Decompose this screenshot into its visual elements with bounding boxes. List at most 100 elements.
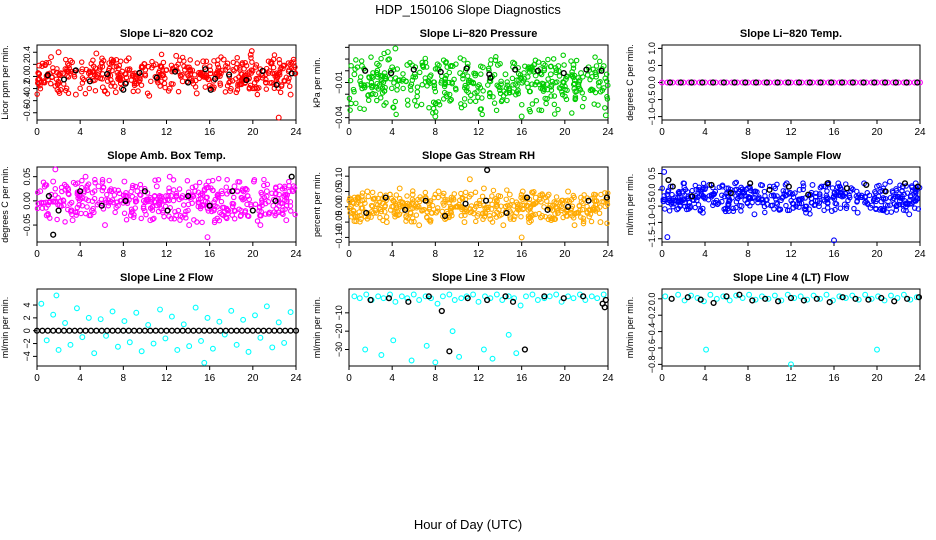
data-point	[700, 185, 706, 191]
data-point	[184, 178, 191, 184]
data-point	[281, 193, 287, 200]
data-point	[372, 195, 378, 202]
data-point	[593, 63, 600, 69]
data-point	[382, 209, 388, 215]
data-point	[890, 79, 897, 86]
data-point	[249, 59, 255, 65]
data-point-black	[172, 68, 179, 75]
data-point	[156, 194, 162, 201]
data-point	[411, 218, 417, 225]
data-point	[43, 60, 50, 66]
data-point	[874, 79, 880, 86]
x-tick-label: 12	[473, 373, 485, 384]
y-tick-label: 0.5	[647, 59, 657, 72]
data-point	[176, 186, 183, 192]
data-point	[109, 308, 116, 315]
data-point	[448, 203, 454, 210]
data-point	[536, 107, 542, 113]
data-point	[800, 186, 806, 193]
data-point	[548, 63, 554, 70]
data-point	[835, 192, 842, 199]
data-point	[160, 72, 167, 79]
data-point	[774, 193, 780, 199]
x-tick-label: 20	[559, 373, 571, 384]
data-point	[380, 79, 387, 86]
data-point	[275, 114, 282, 121]
y-tick-label: −0.2	[647, 306, 657, 324]
data-point	[63, 87, 69, 94]
data-point	[521, 195, 528, 201]
data-point-black	[668, 295, 675, 302]
data-point	[432, 88, 439, 95]
data-point	[747, 195, 754, 201]
data-point	[158, 51, 165, 58]
data-point	[207, 63, 213, 69]
data-point-black	[55, 207, 62, 214]
data-point	[394, 87, 400, 93]
data-point	[232, 208, 238, 214]
data-point	[269, 344, 276, 351]
data-point	[224, 83, 231, 89]
data-point	[796, 186, 803, 193]
data-point	[490, 187, 497, 194]
data-point	[365, 92, 372, 98]
data-point	[906, 211, 913, 218]
data-point	[664, 79, 671, 86]
data-point	[698, 191, 705, 198]
data-point	[181, 63, 187, 70]
data-point	[707, 291, 714, 298]
data-point	[777, 79, 784, 86]
data-point-black	[903, 295, 911, 302]
data-point	[203, 194, 209, 201]
data-point	[271, 52, 278, 58]
data-point	[78, 59, 85, 65]
data-point-black	[276, 327, 283, 334]
data-point	[547, 71, 554, 78]
data-point	[880, 206, 887, 213]
data-point	[179, 54, 186, 61]
data-point	[781, 191, 787, 197]
data-point	[448, 194, 455, 201]
y-tick-label: 0.05	[22, 168, 32, 186]
data-point	[593, 73, 600, 80]
data-point	[541, 67, 548, 74]
data-point-black	[521, 346, 529, 353]
data-point	[291, 70, 298, 77]
data-point	[854, 198, 860, 204]
data-point	[201, 359, 208, 366]
data-point-black	[881, 79, 889, 86]
data-point	[210, 187, 216, 194]
data-point	[161, 198, 167, 204]
data-point	[218, 198, 225, 205]
data-point	[404, 61, 411, 68]
data-point	[597, 78, 603, 85]
data-point	[866, 192, 873, 199]
data-point	[192, 304, 199, 311]
data-point	[829, 185, 836, 191]
data-point	[718, 79, 725, 86]
data-point	[562, 86, 568, 93]
data-point	[99, 63, 106, 70]
data-point-black	[838, 79, 846, 86]
data-point-black	[438, 307, 445, 315]
data-point-black	[425, 293, 432, 300]
data-point	[726, 198, 732, 205]
data-point	[147, 217, 154, 224]
data-point	[833, 201, 840, 207]
x-tick-label: 16	[204, 373, 216, 384]
data-point	[674, 206, 680, 213]
data-point	[604, 96, 611, 102]
x-tick-label: 16	[204, 249, 216, 260]
y-tick-label: 0.0	[647, 76, 657, 89]
data-point	[831, 237, 837, 244]
data-point-black	[720, 79, 727, 86]
data-point	[406, 203, 412, 209]
data-point	[458, 212, 465, 219]
data-point	[430, 105, 437, 112]
data-point	[414, 89, 421, 95]
data-point	[734, 79, 741, 86]
data-point	[472, 98, 479, 105]
data-point	[487, 216, 494, 222]
data-point	[502, 209, 509, 215]
data-point	[720, 293, 727, 300]
